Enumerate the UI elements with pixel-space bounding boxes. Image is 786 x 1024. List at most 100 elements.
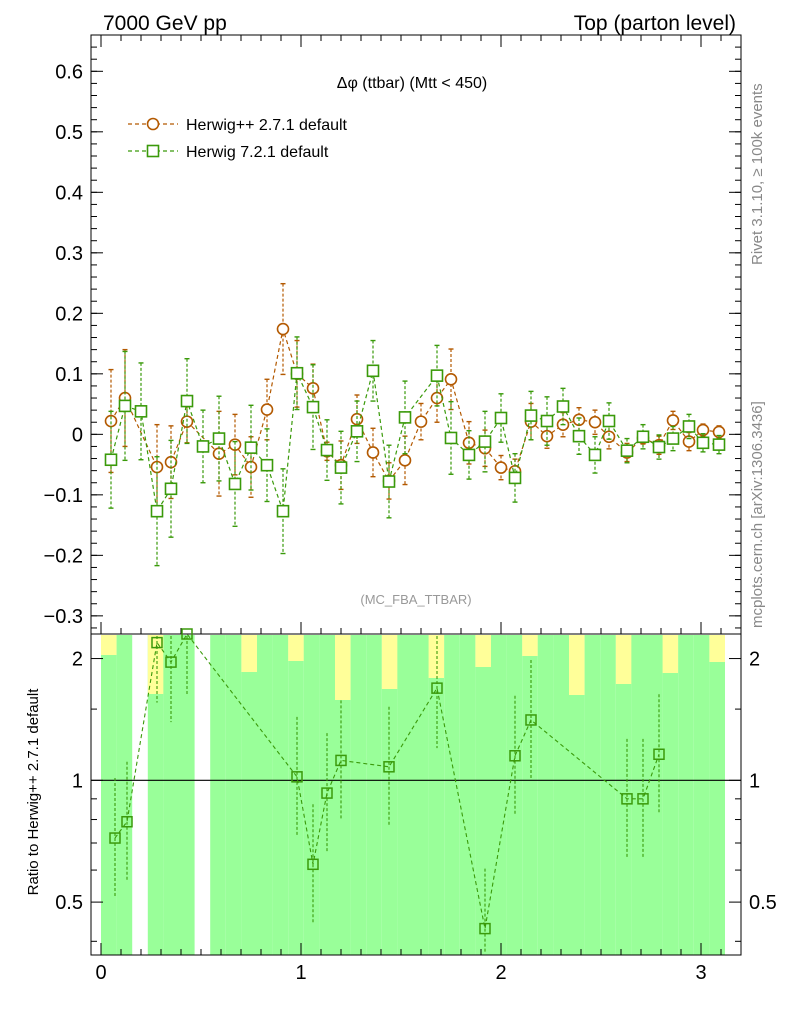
ratio-point-square — [321, 787, 333, 799]
data-point-square — [572, 429, 586, 443]
ratio-band-green — [553, 635, 569, 955]
x-tick-label: 0 — [95, 962, 106, 984]
ratio-y-tick-label-right: 1 — [749, 770, 760, 792]
ratio-band-yellow — [101, 635, 117, 655]
data-point-square — [524, 409, 538, 422]
ratio-band-green — [225, 635, 242, 955]
ratio-band-yellow — [569, 635, 585, 695]
ratio-band-green — [506, 635, 523, 955]
data-point-circle — [494, 461, 508, 474]
data-point-circle — [260, 403, 274, 416]
header-right-label: Top (parton level) — [574, 12, 736, 35]
ratio-layer — [109, 628, 665, 953]
data-point-square — [276, 504, 290, 518]
data-point-square — [666, 432, 680, 445]
data-point-circle — [414, 415, 428, 428]
data-point-square — [164, 482, 178, 496]
series-layer — [104, 282, 726, 567]
ratio-band-green — [257, 635, 273, 955]
data-point-circle — [276, 322, 290, 336]
data-point-square — [180, 394, 194, 408]
data-point-square — [430, 369, 444, 382]
legend-label-herwigpp: Herwig++ 2.7.1 default — [186, 117, 348, 134]
analysis-name-label: (MC_FBA_TTBAR) — [360, 592, 471, 607]
data-point-square — [696, 436, 710, 450]
ratio-band-green — [350, 635, 367, 955]
ratio-band-green — [288, 635, 304, 955]
ratio-band-green — [537, 635, 554, 955]
data-point-square — [244, 441, 258, 454]
data-point-circle — [228, 438, 242, 451]
legend: Herwig++ 2.7.1 default Herwig 7.2.1 defa… — [128, 117, 348, 161]
ratio-band-green — [179, 635, 195, 955]
ratio-band-green — [491, 635, 507, 955]
ratio-point-square — [291, 771, 303, 783]
data-point-square — [602, 414, 616, 428]
data-point-square — [350, 425, 364, 438]
ratio-band-green — [662, 635, 679, 955]
mcplots-reference-label: mcplots.cern.ch [arXiv:1306.3436] — [749, 401, 766, 628]
x-tick-label: 2 — [495, 962, 506, 984]
legend-marker-herwig7 — [146, 144, 160, 158]
ratio-band-green — [709, 635, 725, 955]
data-point-square — [478, 435, 492, 448]
y-tick-label: 0.2 — [55, 303, 83, 325]
y-tick-label: −0.1 — [44, 485, 83, 507]
ratio-point-square — [109, 832, 121, 844]
ratio-band-yellow — [662, 635, 679, 673]
data-point-square — [620, 444, 634, 457]
data-point-square — [134, 405, 148, 418]
ratio-point-square — [151, 636, 163, 649]
ratio-point-square — [525, 714, 537, 726]
y-tick-label: −0.2 — [44, 545, 83, 567]
x-tick-label: 1 — [295, 962, 306, 984]
ratio-point-square — [653, 748, 665, 761]
data-point-circle — [666, 414, 680, 427]
ratio-band-yellow — [335, 635, 351, 700]
ratio-band-green — [678, 635, 694, 955]
data-point-square — [320, 443, 334, 457]
ratio-band-green — [272, 635, 289, 955]
data-point-square — [290, 366, 304, 380]
data-point-square — [494, 411, 508, 425]
ratio-band-green — [600, 635, 616, 955]
data-point-square — [682, 420, 696, 433]
ratio-point-square — [637, 793, 649, 805]
y-tick-label: −0.3 — [44, 606, 83, 628]
ratio-band-green — [147, 635, 164, 955]
ratio-band-green — [475, 635, 491, 955]
data-point-square — [588, 448, 602, 462]
data-point-square — [104, 453, 118, 467]
ratio-plot-frame — [90, 633, 742, 956]
ratio-axes: 0.5 0.5 1 1 2 2 0 1 2 3 — [55, 649, 777, 984]
data-point-square — [712, 438, 726, 451]
ratio-band-green — [584, 635, 601, 955]
ratio-band-green — [428, 635, 445, 955]
data-point-square — [636, 430, 650, 444]
main-axes: 0.6 0.5 0.4 0.3 0.2 0.1 0 −0.1 −0.2 −0.3 — [44, 35, 741, 634]
ratio-band-green — [397, 635, 413, 955]
data-point-square — [382, 475, 396, 488]
series-herwig7 — [104, 336, 726, 567]
ratio-y-tick-label: 1 — [72, 770, 83, 792]
ratio-band-green — [335, 635, 351, 955]
ratio-y-tick-label-right: 0.5 — [749, 892, 777, 914]
ratio-band-green — [522, 635, 538, 955]
ratio-band-yellow — [381, 635, 398, 689]
ratio-band-green — [647, 635, 663, 955]
ratio-band-green — [631, 635, 647, 955]
data-point-square — [212, 432, 226, 445]
data-point-circle — [682, 435, 696, 448]
ratio-point-square — [121, 815, 133, 828]
ratio-band-green — [569, 635, 585, 955]
ratio-band-green — [444, 635, 460, 955]
data-point-square — [196, 440, 210, 453]
y-tick-label: 0.5 — [55, 122, 83, 144]
ratio-band-green — [101, 635, 117, 955]
data-point-square — [306, 400, 320, 414]
data-point-square — [150, 504, 164, 518]
ratio-point-square — [307, 858, 319, 871]
data-point-square — [228, 477, 242, 491]
ratio-point-square — [181, 628, 193, 640]
